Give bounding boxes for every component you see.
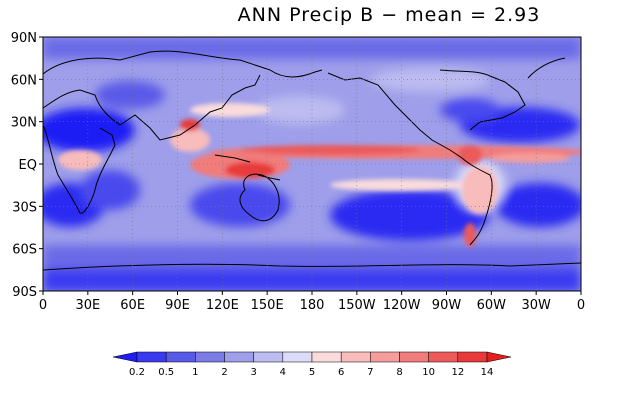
lon-tick-label: 0 <box>577 298 585 313</box>
colorbar-segment <box>311 351 342 363</box>
colorbar-label: 14 <box>481 367 494 378</box>
lon-tick-label: 90E <box>165 298 190 313</box>
lon-tick-label: 120E <box>206 298 239 313</box>
colorbar-segment <box>457 351 488 363</box>
lon-tick-label: 150W <box>338 298 376 313</box>
colorbar-label: 2 <box>221 367 227 378</box>
colorbar-label: 10 <box>422 367 435 378</box>
colorbar-segment <box>136 351 167 363</box>
precip-field <box>43 37 581 291</box>
lat-tick-label: 30N <box>11 116 37 131</box>
colorbar-segment <box>340 351 371 363</box>
colorbar-high-arrow <box>486 351 512 363</box>
lon-tick-label: 120W <box>383 298 421 313</box>
colorbar-segment <box>428 351 459 363</box>
colorbar-segment <box>253 351 284 363</box>
colorbar-label: 3 <box>250 367 256 378</box>
lon-tick-label: 150E <box>251 298 284 313</box>
graticule <box>43 37 581 291</box>
colorbar-label: 4 <box>280 367 286 378</box>
colorbar-label: 6 <box>338 367 344 378</box>
longitude-axis: 0 30E 60E 90E 120E 150E 180 150W 120W 90W 60W 30W 0 <box>39 291 585 313</box>
colorbar-segment <box>399 351 429 363</box>
colorbar-segment <box>370 351 400 363</box>
coastlines <box>43 50 581 271</box>
colorbar-label: 0.5 <box>158 367 174 378</box>
colorbar-label: 12 <box>451 367 464 378</box>
colorbar-label: 7 <box>367 367 373 378</box>
lat-tick-label: 90S <box>12 285 37 300</box>
latitude-axis: 90N 60N 30N EQ 30S 60S 90S <box>11 31 43 300</box>
page-title: ANN Precip B − mean = 2.93 <box>237 4 541 26</box>
lon-tick-label: 30W <box>521 298 551 313</box>
lon-tick-label: 180 <box>300 298 325 313</box>
colorbar-segment <box>224 351 254 363</box>
colorbar-label: 8 <box>396 367 402 378</box>
colorbar-label: 1 <box>192 367 198 378</box>
lon-tick-label: 60W <box>477 298 507 313</box>
lon-tick-label: 0 <box>39 298 47 313</box>
lon-tick-label: 60E <box>120 298 145 313</box>
colorbar-label: 0.2 <box>129 367 145 378</box>
lon-tick-label: 90W <box>432 298 462 313</box>
lat-tick-label: 60N <box>11 73 37 88</box>
lat-tick-label: 60S <box>12 243 37 258</box>
lat-tick-label: 30S <box>12 200 37 215</box>
lat-tick-label: EQ <box>19 158 37 173</box>
colorbar-segment <box>195 351 225 363</box>
lon-tick-label: 30E <box>75 298 100 313</box>
lat-tick-label: 90N <box>11 31 37 46</box>
colorbar-low-arrow <box>112 351 138 363</box>
colorbar-segment <box>165 351 196 363</box>
colorbar-segment <box>282 351 313 363</box>
colorbar: 0.2 0.5 1 2 3 4 5 6 7 8 10 12 14 <box>112 351 512 378</box>
colorbar-label: 5 <box>309 367 315 378</box>
